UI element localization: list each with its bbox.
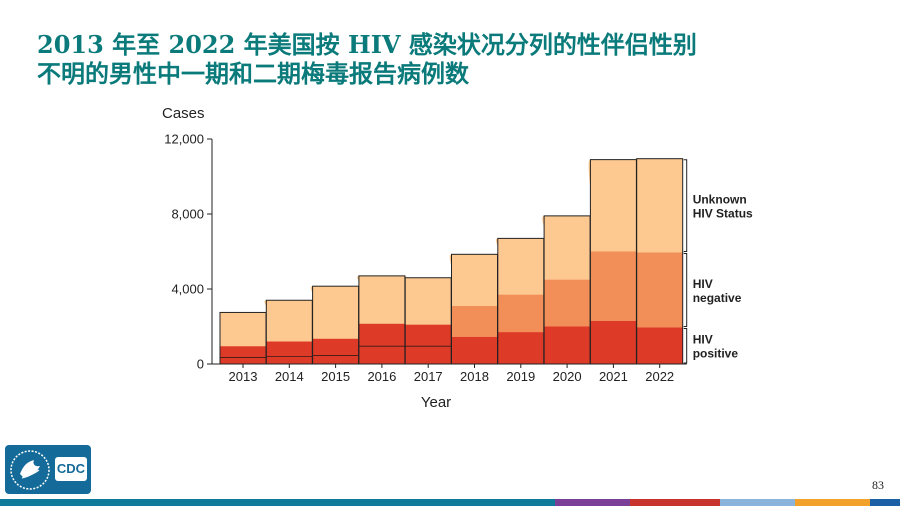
bar-segment-2020-hiv-negative bbox=[544, 279, 591, 327]
bar-segment-2018-hiv-positive bbox=[451, 336, 498, 364]
x-tick-label-2017: 2017 bbox=[414, 369, 443, 384]
legend-label-line: HIV bbox=[693, 333, 713, 347]
bar-segment-2019-hiv-positive bbox=[497, 332, 544, 364]
bar-segment-2022-unknown-hiv-status bbox=[636, 158, 683, 253]
legend-bracket-unknown-hiv-status bbox=[683, 159, 688, 252]
x-tick-label-2016: 2016 bbox=[367, 369, 396, 384]
y-tick-label-0: 0 bbox=[197, 357, 204, 372]
bar-segment-2020-hiv-positive bbox=[544, 326, 591, 364]
bar-segment-2015-unknown-hiv-status bbox=[312, 286, 359, 339]
bar-segment-2021-hiv-positive bbox=[590, 320, 637, 364]
legend-bracket-hiv-positive bbox=[683, 327, 688, 364]
bar-segment-2022-hiv-positive bbox=[636, 327, 683, 364]
slide-title: 2013 年至 2022 年美国按 HIV 感染状况分列的性伴侣性别 不明的男性… bbox=[37, 30, 857, 88]
bar-segment-2017-hiv-positive bbox=[405, 324, 452, 364]
bar-segment-2018-hiv-negative bbox=[451, 305, 498, 337]
x-tick-label-2021: 2021 bbox=[599, 369, 628, 384]
x-tick-label-2015: 2015 bbox=[321, 369, 350, 384]
x-tick-label-2014: 2014 bbox=[275, 369, 304, 384]
page-number: 83 bbox=[872, 478, 884, 492]
legend-label-line: Unknown bbox=[693, 193, 747, 207]
legend-label-line: HIV bbox=[693, 277, 713, 291]
bar-segment-2018-unknown-hiv-status bbox=[451, 254, 498, 306]
bar-segment-2019-hiv-negative bbox=[497, 294, 544, 333]
bar-segment-2021-unknown-hiv-status bbox=[590, 159, 637, 252]
bar-segment-2014-unknown-hiv-status bbox=[266, 300, 313, 342]
legend-label-line: negative bbox=[693, 291, 742, 305]
bar-segment-2015-hiv-positive bbox=[312, 338, 359, 364]
axes-layer: 0 4,000 8,000 12,000 2013 2014 2015 2016 2017 201… bbox=[162, 105, 687, 411]
legend-label-unknown-hiv-status: Unknown HIV Status bbox=[693, 193, 753, 221]
bar-segment-2019-unknown-hiv-status bbox=[497, 238, 544, 295]
bottom-bar-segment bbox=[720, 499, 795, 506]
title-line-2: 不明的男性中一期和二期梅毒报告病例数 bbox=[37, 59, 469, 88]
bar-segment-2016-hiv-positive bbox=[358, 323, 405, 364]
legend-label-line: positive bbox=[693, 347, 739, 361]
title-line-1: 2013 年至 2022 年美国按 HIV 感染状况分列的性伴侣性别 bbox=[37, 30, 697, 59]
x-axis-label: Year bbox=[421, 394, 451, 411]
bar-segment-2013-hiv-positive bbox=[220, 346, 266, 364]
bottom-bar-segment bbox=[870, 499, 900, 506]
bottom-bar-segment bbox=[795, 499, 870, 506]
x-tick-label-2022: 2022 bbox=[645, 369, 674, 384]
x-tick-label-2013: 2013 bbox=[229, 369, 258, 384]
y-tick-label-8000: 8,000 bbox=[171, 207, 204, 222]
bottom-bar-segment bbox=[0, 499, 280, 506]
x-tick-label-2020: 2020 bbox=[553, 369, 582, 384]
bar-segment-2022-hiv-negative bbox=[636, 252, 683, 328]
bar-segment-2021-hiv-negative bbox=[590, 251, 637, 321]
bottom-bar-segment bbox=[280, 499, 555, 506]
bar-segment-2014-hiv-positive bbox=[266, 341, 313, 364]
y-axis-label: Cases bbox=[162, 105, 205, 122]
cdc-logo: CDC bbox=[5, 445, 91, 494]
y-tick-label-4000: 4,000 bbox=[171, 282, 204, 297]
y-tick-label-12000: 12,000 bbox=[164, 132, 204, 147]
bar-segment-2017-unknown-hiv-status bbox=[405, 277, 452, 325]
bar-segment-2016-unknown-hiv-status bbox=[358, 275, 405, 324]
bottom-bar-segment bbox=[630, 499, 720, 506]
legend-label-hiv-positive: HIV positive bbox=[693, 333, 739, 361]
bars-layer bbox=[219, 158, 684, 365]
x-tick-label-2018: 2018 bbox=[460, 369, 489, 384]
bottom-bar-segment bbox=[555, 499, 630, 506]
bar-segment-2020-unknown-hiv-status bbox=[544, 215, 591, 280]
legend-label-hiv-negative: HIV negative bbox=[693, 277, 742, 305]
bar-segment-2013-unknown-hiv-status bbox=[220, 312, 266, 347]
hhs-eagle-icon bbox=[10, 450, 50, 490]
bottom-color-bar bbox=[0, 499, 900, 506]
x-tick-label-2019: 2019 bbox=[506, 369, 535, 384]
legend-bracket-hiv-negative bbox=[683, 252, 688, 327]
cdc-logo-text: CDC bbox=[55, 457, 87, 481]
legend-label-line: HIV Status bbox=[693, 207, 753, 221]
